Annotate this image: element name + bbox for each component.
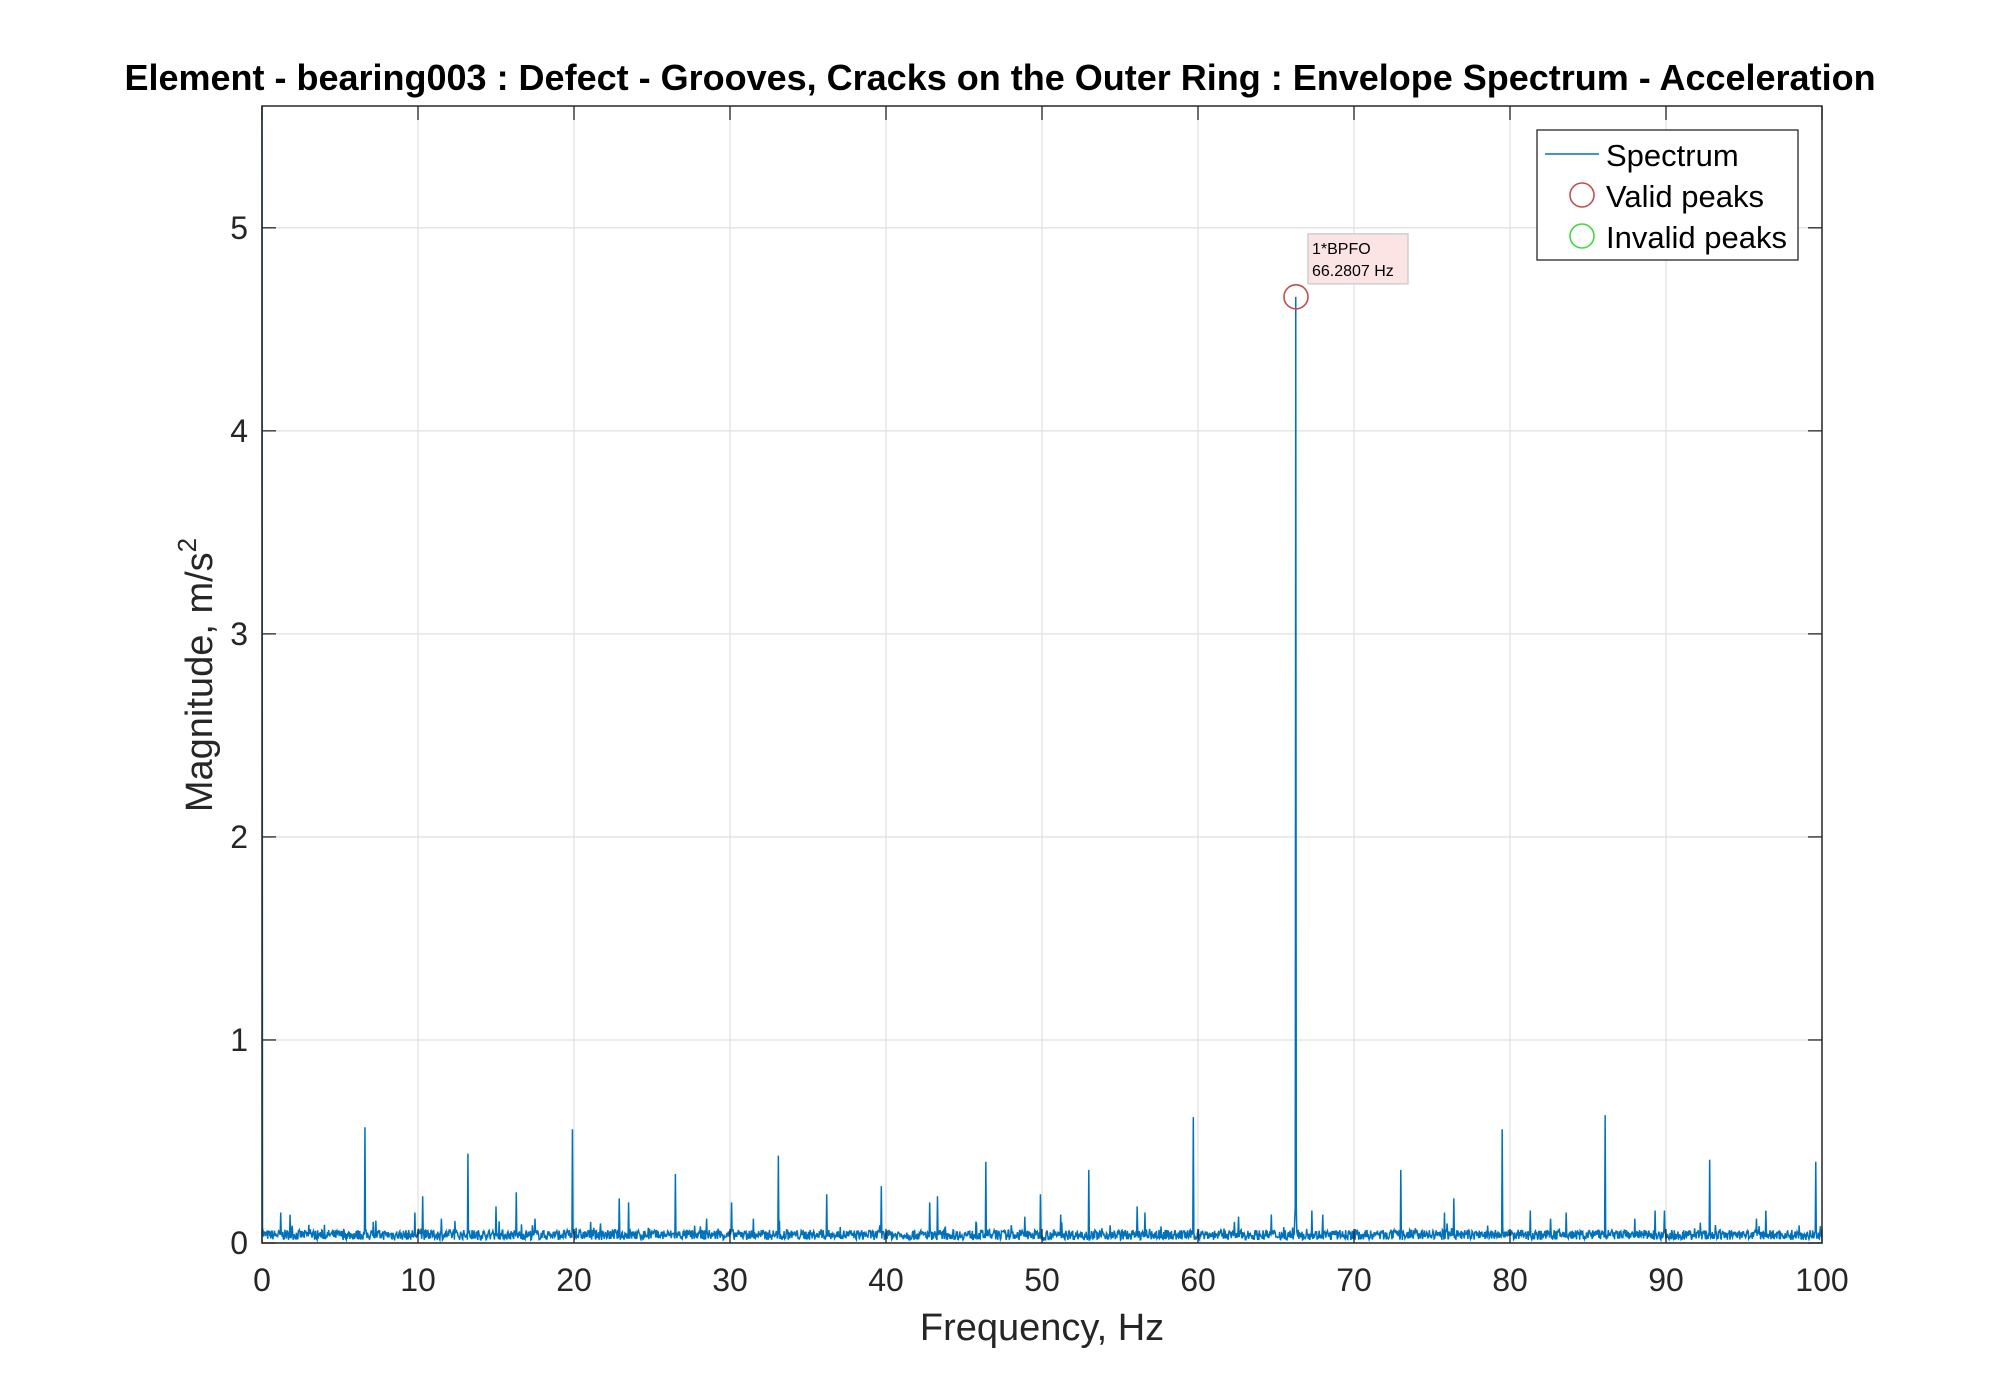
x-tick-label: 70 bbox=[1336, 1262, 1372, 1298]
peak-annotation-frequency: 66.2807 Hz bbox=[1312, 263, 1394, 280]
y-tick-label: 2 bbox=[230, 819, 248, 855]
y-tick-label: 5 bbox=[230, 210, 248, 246]
x-axis-label: Frequency, Hz bbox=[920, 1307, 1164, 1349]
valid-peak-marker bbox=[1283, 284, 1309, 310]
legend-entry-label: Valid peaks bbox=[1606, 179, 1764, 214]
peak-annotation-box bbox=[1307, 233, 1409, 285]
x-tick-label: 30 bbox=[712, 1262, 748, 1298]
y-axis-label: Magnitude, m/s2 bbox=[172, 538, 221, 812]
legend-entry-label: Spectrum bbox=[1606, 138, 1739, 173]
valid-peaks: 1*BPFO 66.2807 Hz bbox=[1283, 233, 1409, 310]
y-tick-label: 4 bbox=[230, 413, 248, 449]
x-tick-label: 40 bbox=[868, 1262, 904, 1298]
y-axis-ticks: 0 1 2 3 4 5 bbox=[230, 210, 1822, 1261]
x-axis-ticks: 0 10 20 30 40 50 60 70 80 90 100 bbox=[253, 106, 1849, 1298]
x-tick-label: 10 bbox=[400, 1262, 436, 1298]
x-tick-label: 50 bbox=[1024, 1262, 1060, 1298]
y-tick-label: 0 bbox=[230, 1225, 248, 1261]
peak-annotation-label: 1*BPFO bbox=[1312, 241, 1371, 258]
x-tick-label: 20 bbox=[556, 1262, 592, 1298]
y-axis-label-exponent: 2 bbox=[172, 538, 202, 552]
legend-entry-label: Invalid peaks bbox=[1606, 220, 1787, 255]
x-tick-label: 0 bbox=[253, 1262, 271, 1298]
y-tick-label: 1 bbox=[230, 1022, 248, 1058]
x-tick-label: 100 bbox=[1795, 1262, 1848, 1298]
legend-box bbox=[1536, 129, 1799, 261]
y-tick-label: 3 bbox=[230, 616, 248, 652]
legend: Spectrum Valid peaks Invalid peaks bbox=[1536, 129, 1799, 261]
y-axis-label-main: Magnitude, m/s bbox=[179, 552, 221, 812]
legend-circle-swatch bbox=[1569, 223, 1595, 249]
x-tick-label: 90 bbox=[1648, 1262, 1684, 1298]
x-tick-label: 80 bbox=[1492, 1262, 1528, 1298]
legend-circle-swatch bbox=[1569, 182, 1595, 208]
chart-title: Element - bearing003 : Defect - Grooves,… bbox=[124, 57, 1875, 98]
x-tick-label: 60 bbox=[1180, 1262, 1216, 1298]
